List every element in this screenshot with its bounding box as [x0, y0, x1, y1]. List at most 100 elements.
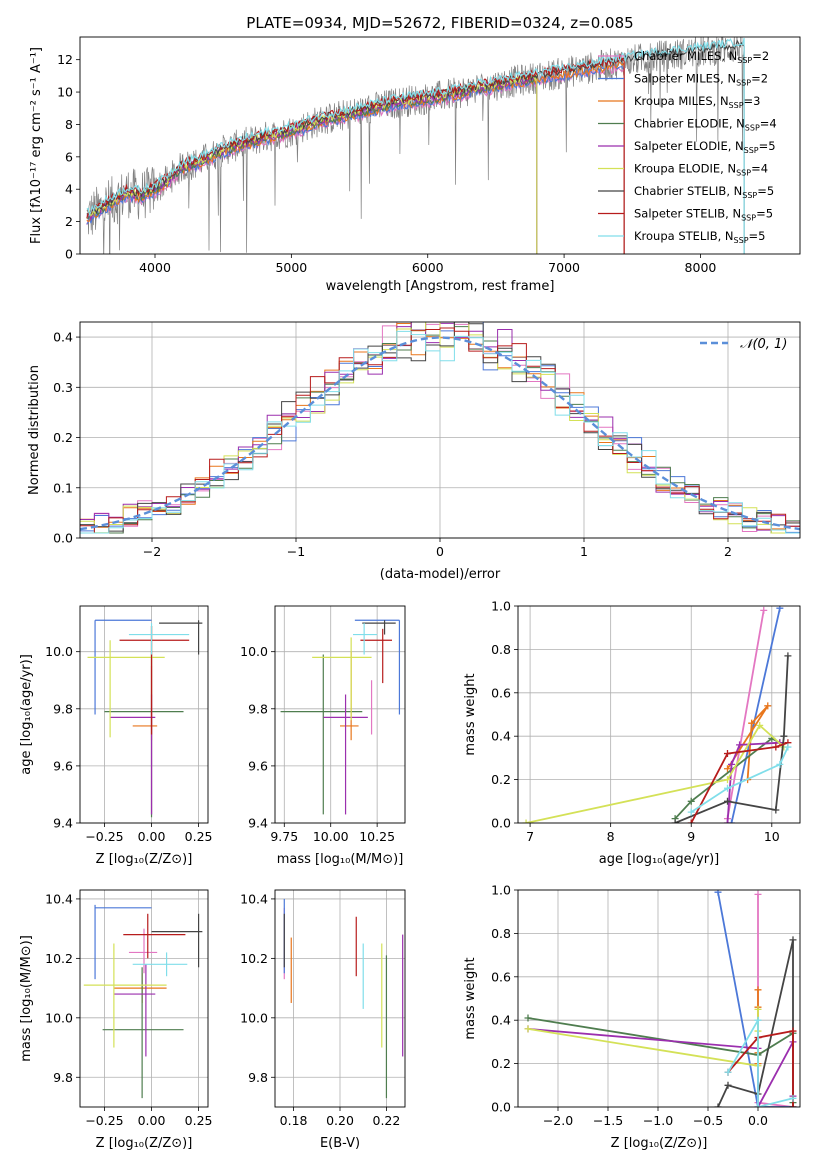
- mass-weight-marker: [789, 1094, 797, 1102]
- mass-vs-EBV-errorbars: [283, 898, 404, 1099]
- mass-weight-marker: [736, 741, 744, 749]
- y-tick-label: 0.2: [491, 1056, 511, 1071]
- x-tick-label: 0.18: [280, 1113, 308, 1128]
- residual-histogram-step: [80, 327, 800, 534]
- residual-histogram-step: [80, 322, 800, 534]
- x-tick-label: −1.0: [643, 1113, 673, 1128]
- x-tick-label: 0.00: [138, 829, 166, 844]
- y-tick-label: 9.8: [53, 701, 73, 716]
- axes-frame: [79, 36, 801, 255]
- mass-weight-marker: [772, 806, 780, 814]
- x-tick-label: −2.0: [543, 1113, 573, 1128]
- y-tick-label: 0: [65, 247, 73, 262]
- y-tick-label: 0.2: [53, 430, 73, 445]
- x-tick-label: 4000: [139, 260, 171, 275]
- axes-frame: [79, 605, 209, 824]
- y-tick-label: 9.6: [53, 758, 73, 773]
- mass-weight-marker: [687, 797, 695, 805]
- y-tick-label: 9.6: [248, 758, 268, 773]
- x-axis-label: mass [log₁₀(M/M⊙)]: [277, 852, 404, 867]
- mass-weight-marker: [760, 606, 768, 614]
- y-tick-label: 0.4: [53, 330, 73, 345]
- model-spectrum-line: [86, 37, 745, 254]
- legend-label: Kroupa ELODIE, NSSP=4: [634, 162, 768, 178]
- mass-weight-marker: [789, 1103, 797, 1107]
- x-axis-label: Z [log₁₀(Z/Z⊙)]: [611, 1136, 708, 1151]
- x-tick-label: 9: [687, 829, 695, 844]
- x-tick-label: 6000: [412, 260, 444, 275]
- legend-label: Salpeter STELIB, NSSP=5: [634, 207, 773, 223]
- weight-vs-Z-axes: −2.0 −1.5 −1.0 −0.5 0.0 0.0 0.2 0.4 0.6 0.8 1.0: [491, 883, 800, 1128]
- y-tick-label: 1.0: [491, 883, 511, 898]
- mass-weight-marker: [789, 1027, 797, 1035]
- x-tick-label: −1.5: [593, 1113, 623, 1128]
- x-tick-label: 9.75: [270, 829, 298, 844]
- mass-weight-marker: [723, 750, 731, 758]
- mass-weight-marker: [723, 819, 731, 823]
- mass-weight-marker: [754, 890, 762, 898]
- y-axis-label: mass weight: [463, 957, 478, 1039]
- mass-weight-marker: [522, 819, 530, 823]
- model-spectrum-line: [86, 76, 538, 254]
- x-tick-label: 5000: [275, 260, 307, 275]
- spectrum-axes: 4000 5000 6000 7000 8000 0 2 4 6 8 10 12: [57, 52, 716, 275]
- mass-weight-marker: [784, 743, 792, 751]
- residual-histogram-step: [80, 322, 800, 534]
- x-tick-label: 10: [764, 829, 780, 844]
- legend-label: Kroupa STELIB, NSSP=5: [634, 229, 765, 245]
- y-tick-label: 0.3: [53, 380, 73, 395]
- y-tick-label: 4: [65, 182, 73, 197]
- y-tick-label: 0.6: [491, 685, 511, 700]
- mass-weight-line: [525, 724, 785, 823]
- mass-weight-marker: [728, 819, 736, 823]
- mass-weight-line: [726, 741, 780, 823]
- residual-histogram-step: [80, 330, 800, 534]
- mass-weight-marker: [754, 986, 762, 994]
- y-axis-label: Normed distribution: [27, 365, 42, 495]
- residual-histogram-step: [80, 322, 800, 532]
- x-tick-label: 0.22: [373, 1113, 401, 1128]
- y-tick-label: 0.8: [491, 642, 511, 657]
- histogram-series: [80, 322, 800, 534]
- legend-label: Kroupa MILES, NSSP=3: [634, 94, 760, 110]
- x-tick-label: 8000: [685, 260, 717, 275]
- x-tick-label: 0.00: [138, 1113, 166, 1128]
- mass-weight-marker: [784, 652, 792, 660]
- model-spectrum-line: [86, 73, 538, 254]
- mass-weight-marker: [754, 1005, 762, 1013]
- y-tick-label: 2: [65, 214, 73, 229]
- model-spectrum-line: [86, 64, 625, 254]
- panels: 4000 5000 6000 7000 8000024681012wavelength …: [19, 36, 801, 1151]
- x-tick-label: −0.5: [693, 1113, 723, 1128]
- mass-weight-line: [527, 1017, 794, 1103]
- x-tick-label: −0.25: [85, 1113, 123, 1128]
- observed-spectrum-line: [86, 37, 745, 254]
- age-vs-mass-axes: 9.75 10.00 10.25 9.4 9.6 9.8 10.0: [240, 606, 405, 844]
- x-tick-label: 0.25: [185, 1113, 213, 1128]
- mass-weight-line: [730, 608, 781, 823]
- y-tick-label: 10: [57, 85, 73, 100]
- x-tick-label: 0.25: [185, 829, 213, 844]
- y-tick-label: 1.0: [491, 599, 511, 614]
- x-axis-label: age [log₁₀(age/yr)]: [599, 852, 720, 867]
- mass-weight-marker: [524, 1014, 532, 1022]
- mass-weight-marker: [724, 1081, 732, 1089]
- residuals-axes: −2 −1 0 1 2 0.0 0.1 0.2 0.3 0.4: [53, 322, 800, 559]
- y-axis-label: age [log₁₀(age/yr)]: [19, 654, 34, 775]
- y-axis-label: mass [log₁₀(M/M⊙)]: [19, 935, 34, 1062]
- mass-weight-marker: [671, 819, 679, 823]
- x-tick-label: 10.25: [359, 829, 395, 844]
- y-tick-label: 9.4: [248, 816, 268, 831]
- y-tick-label: 9.8: [248, 701, 268, 716]
- legend-label: Chabrier ELODIE, NSSP=4: [634, 117, 777, 133]
- y-tick-label: 10.0: [240, 1010, 268, 1025]
- x-tick-label: −2: [143, 544, 161, 559]
- model-spectrum-line: [86, 74, 538, 254]
- mass-weight-marker: [687, 808, 695, 816]
- x-axis-label: Z [log₁₀(Z/Z⊙)]: [96, 852, 193, 867]
- mass-weight-marker: [789, 936, 797, 944]
- mass-weight-marker: [723, 765, 731, 773]
- mass-weight-line: [727, 1029, 794, 1107]
- normal-reference-curve: [80, 336, 800, 531]
